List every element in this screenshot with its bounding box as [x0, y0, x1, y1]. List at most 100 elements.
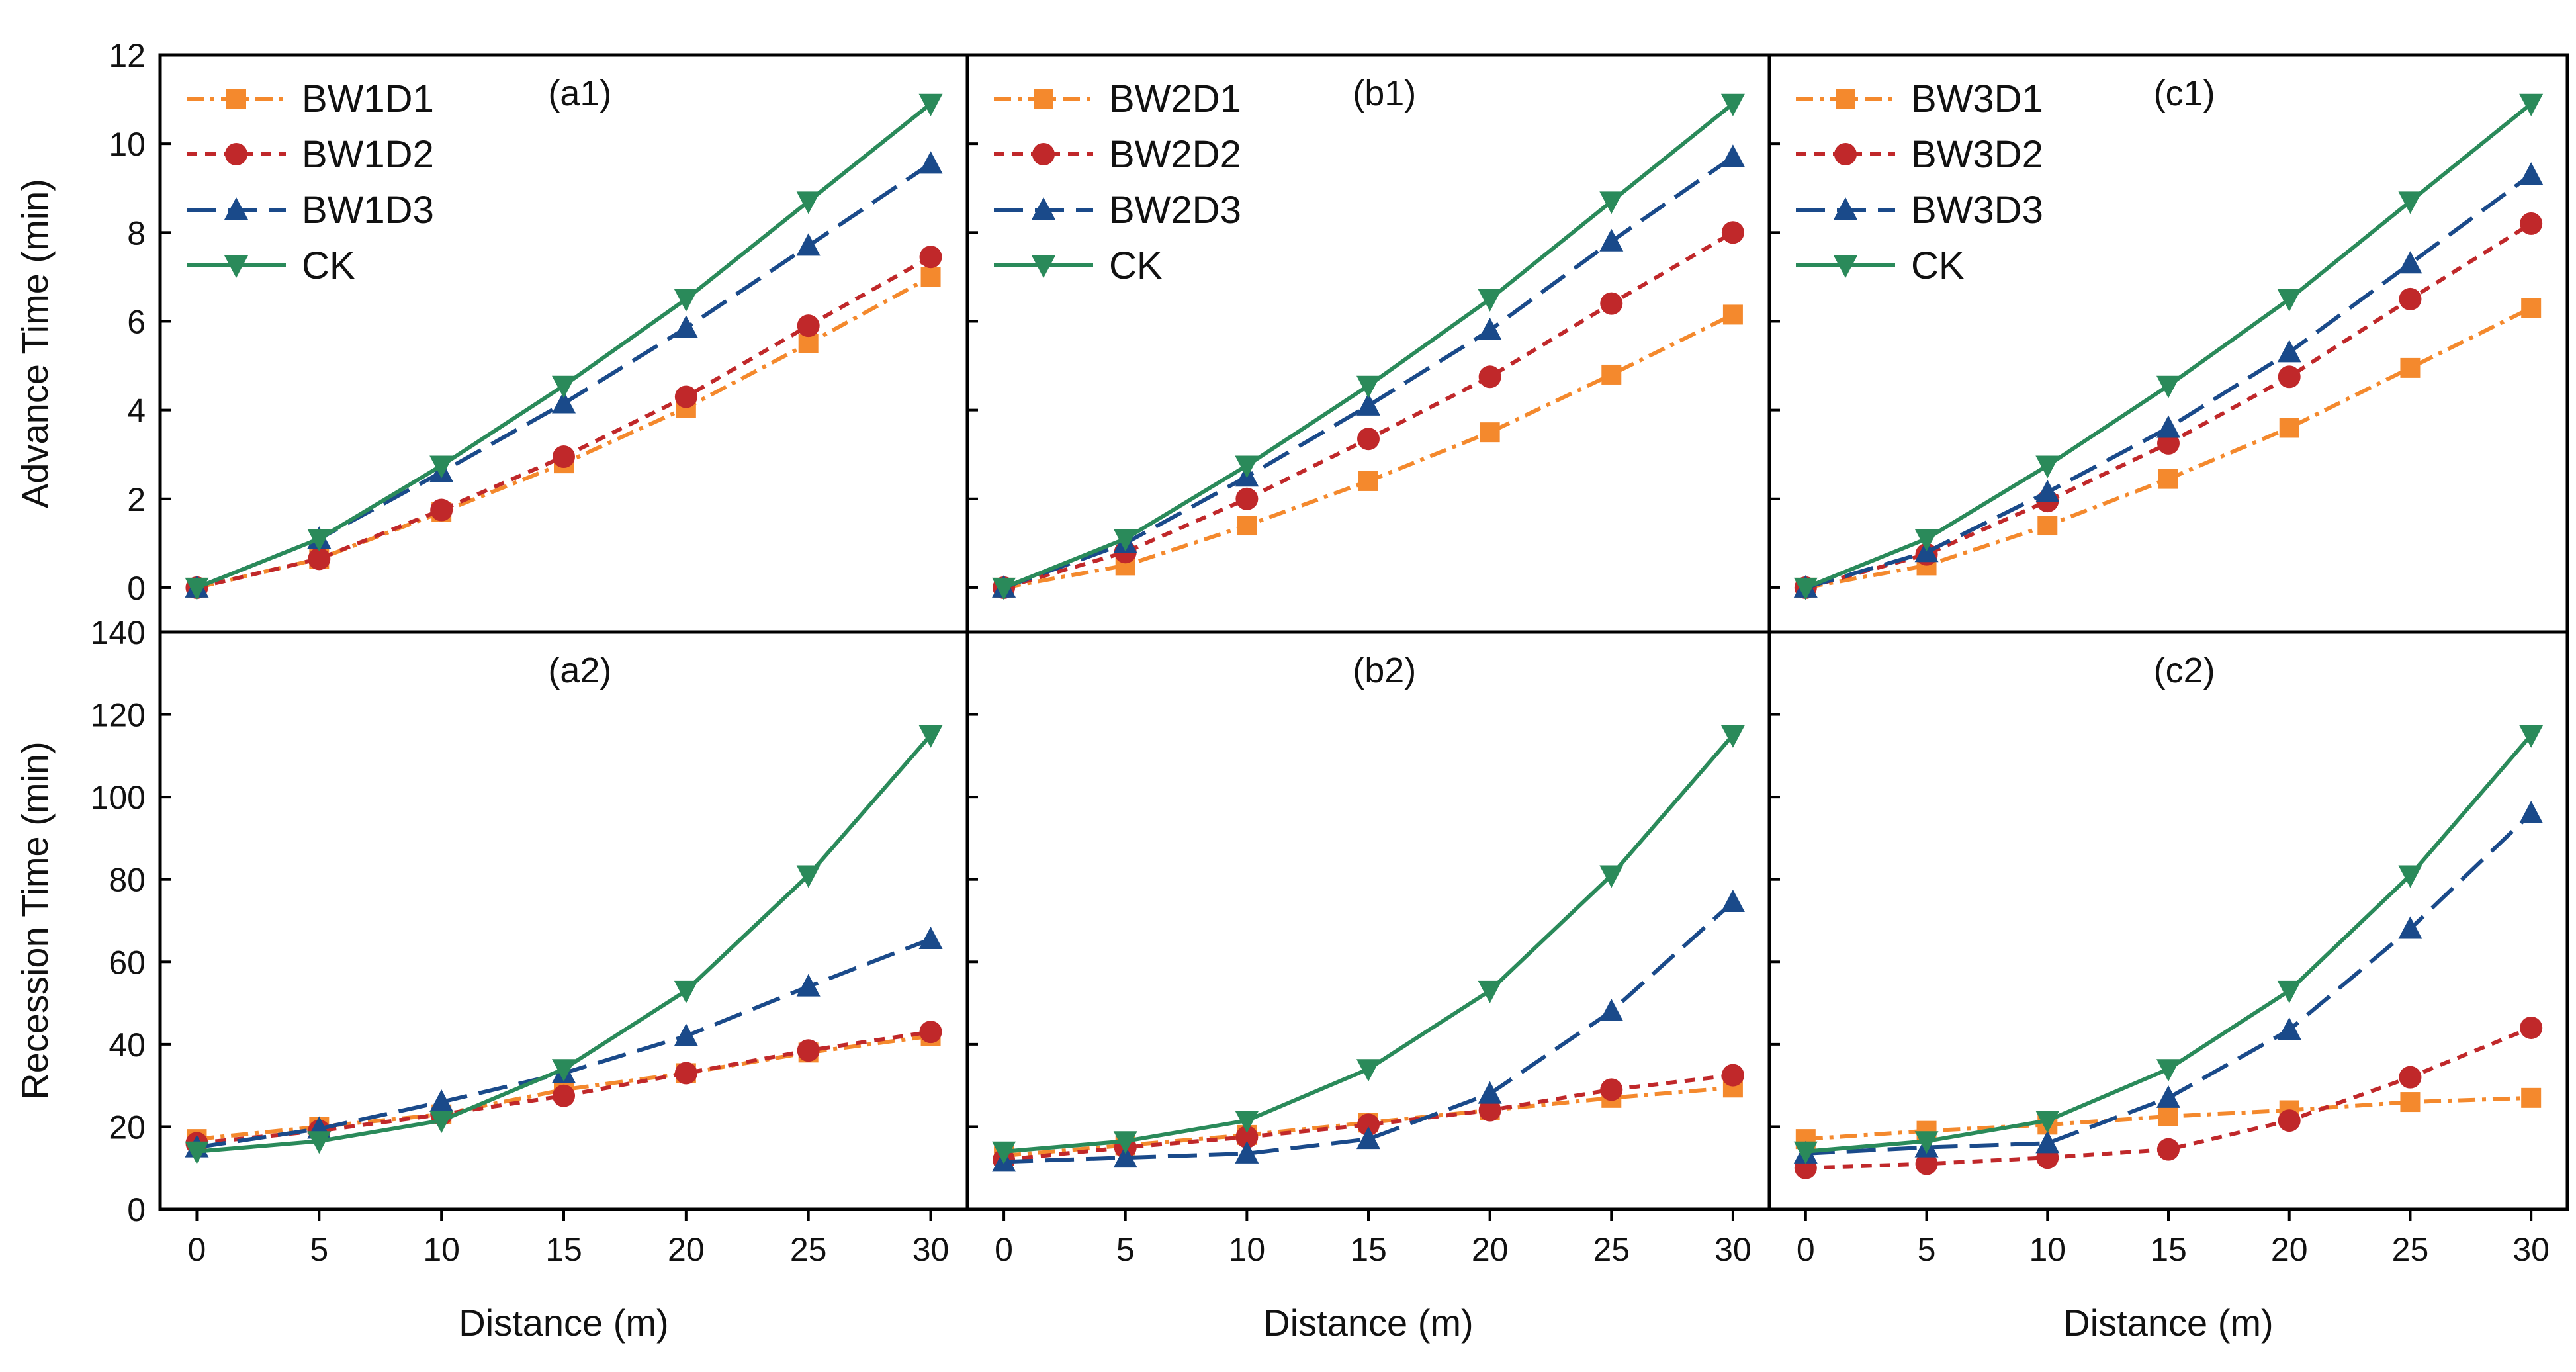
series-line-b2-ck [1003, 733, 1735, 1154]
data-point-c1-d1 [2279, 418, 2299, 438]
legend-label-b1-d3: BW2D3 [1109, 189, 1241, 232]
data-point-c2-d3 [2277, 1017, 2301, 1040]
data-point-c1-d1 [2521, 298, 2542, 318]
data-point-c1-d1 [2400, 357, 2421, 378]
data-point-c1-d2 [2399, 287, 2422, 310]
data-point-c1-d3 [2156, 415, 2180, 438]
data-point-c2-d3 [2035, 1130, 2060, 1154]
legend-label-b1-d2: BW2D2 [1109, 133, 1241, 176]
data-point-b1-ck [1235, 455, 1259, 479]
data-point-b1-d3 [1356, 392, 1380, 416]
data-point-a1-d2 [308, 547, 331, 571]
data-point-b1-ck [1356, 375, 1380, 398]
data-point-b1-d3 [1720, 144, 1745, 167]
data-point-a2-d2 [919, 1021, 942, 1044]
y-tick-label-a2: 120 [91, 697, 146, 734]
legend-marker-a1-d3 [224, 197, 248, 220]
y-tick-label-a1: 2 [127, 481, 146, 518]
panel-a2: 0 20 40 60 80 100 120 140 0 5 10 15 20 25 30 (a2) Distan… [14, 614, 969, 1344]
x-tick-label-b2: 25 [1593, 1231, 1630, 1268]
data-point-c2-d1 [2400, 1092, 2421, 1113]
data-point-a1-d3 [552, 390, 576, 414]
data-point-a1-ck [429, 455, 454, 479]
panel-label-b2: (b2) [1353, 651, 1416, 690]
data-point-a1-ck [185, 577, 209, 600]
data-point-a1-ck [307, 529, 332, 552]
x-tick-label-b2: 30 [1714, 1231, 1752, 1268]
data-point-c1-ck [2156, 375, 2180, 398]
x-tick-label-a2: 20 [668, 1231, 705, 1268]
panel-label-a2: (a2) [548, 651, 611, 690]
y-tick-label-a2: 20 [109, 1109, 146, 1146]
panel-label-a1: (a1) [548, 73, 611, 113]
data-point-b2-d2 [1235, 1126, 1259, 1148]
data-point-a2-ck [185, 1141, 209, 1164]
legend-label-a1-ck: CK [302, 244, 355, 287]
data-point-a2-d3 [918, 927, 943, 950]
data-point-a1-ck [552, 375, 576, 398]
x-tick-label-c2: 0 [1797, 1231, 1815, 1268]
data-point-b2-ck [1478, 980, 1502, 1003]
data-point-c1-d3 [2277, 340, 2301, 363]
data-point-c2-ck [2277, 980, 2301, 1003]
x-tick-label-b2: 5 [1116, 1231, 1135, 1268]
y-tick-label-a1: 12 [109, 37, 146, 74]
data-point-b2-d3 [1720, 889, 1745, 912]
series-line-b1-d1 [1003, 312, 1734, 590]
data-point-c1-d3 [2519, 162, 2544, 185]
plot-frame-b1 [965, 53, 1771, 634]
data-point-b1-d1 [1601, 364, 1622, 385]
panel-label-c1: (c1) [2154, 73, 2215, 113]
data-point-b1-d1 [1237, 516, 1257, 536]
data-point-b2-ck [1235, 1111, 1259, 1134]
panel-label-c2: (c2) [2154, 651, 2215, 690]
data-point-c1-ck [2398, 191, 2422, 214]
y-tick-label-a2: 60 [109, 944, 146, 981]
data-point-a2-ck [674, 980, 698, 1003]
data-point-c2-d1 [2521, 1087, 2542, 1108]
data-point-a1-d2 [797, 314, 820, 338]
data-point-b1-d1 [1480, 422, 1500, 443]
panel-c1: (c1) BW3D1 BW3D2 BW3D3 CK [1767, 53, 2569, 634]
x-tick-label-a2: 15 [545, 1231, 582, 1268]
x-tick-label-a2: 10 [423, 1231, 460, 1268]
panel-b2: 0 5 10 15 20 25 30 (b2) Distance (m) [965, 630, 1771, 1344]
panel-a1: 0 2 4 6 8 10 12 (a1) Advance Time (min) BW1D1 BW1D… [14, 37, 969, 634]
data-point-c2-d2 [2520, 1016, 2543, 1039]
x-tick-label-b2: 20 [1472, 1231, 1509, 1268]
legend-label-b1-ck: CK [1109, 244, 1163, 287]
data-point-c1-ck [2519, 93, 2544, 116]
data-point-a1-d2 [430, 498, 453, 522]
data-point-b1-ck [992, 577, 1016, 600]
data-point-a2-ck [307, 1131, 332, 1154]
data-point-a2-d3 [674, 1023, 698, 1046]
data-point-b1-d2 [1357, 428, 1380, 451]
series-line-a1-ck [196, 102, 932, 590]
legend-label-c1-d1: BW3D1 [1911, 77, 2043, 120]
series-line-c1-ck [1804, 102, 2533, 590]
panel-b1: (b1) BW2D1 BW2D2 BW2D3 CK [965, 53, 1771, 634]
data-point-a1-d3 [674, 315, 698, 338]
y-tick-label-a1: 6 [127, 303, 146, 340]
legend-marker-c1-d3 [1834, 197, 1857, 220]
x-tick-label-a2: 0 [188, 1231, 206, 1268]
data-point-b2-d2 [1600, 1078, 1623, 1101]
data-point-c2-ck [2035, 1111, 2060, 1134]
legend-marker-b1-ck [1032, 255, 1055, 278]
data-point-c2-d1 [2158, 1106, 2178, 1126]
data-point-a1-d2 [674, 385, 697, 408]
x-tick-label-c2: 25 [2392, 1231, 2429, 1268]
data-point-c2-ck [2519, 725, 2544, 748]
x-tick-label-a2: 30 [912, 1231, 950, 1268]
panel-label-b1: (b1) [1353, 73, 1416, 113]
y-tick-label-a2: 0 [127, 1191, 146, 1228]
series-line-a1-d2 [196, 255, 932, 590]
data-point-c1-ck [2035, 455, 2060, 479]
data-point-c2-d2 [1915, 1152, 1938, 1175]
data-point-b1-d2 [1235, 487, 1259, 510]
data-point-c2-d2 [2278, 1109, 2301, 1132]
data-point-b1-ck [1720, 93, 1745, 116]
panel-c2: 0 5 10 15 20 25 30 (c2) Distance (m) [1767, 630, 2569, 1344]
data-point-b1-d1 [1358, 471, 1378, 491]
plot-frame-a2 [158, 630, 969, 1211]
